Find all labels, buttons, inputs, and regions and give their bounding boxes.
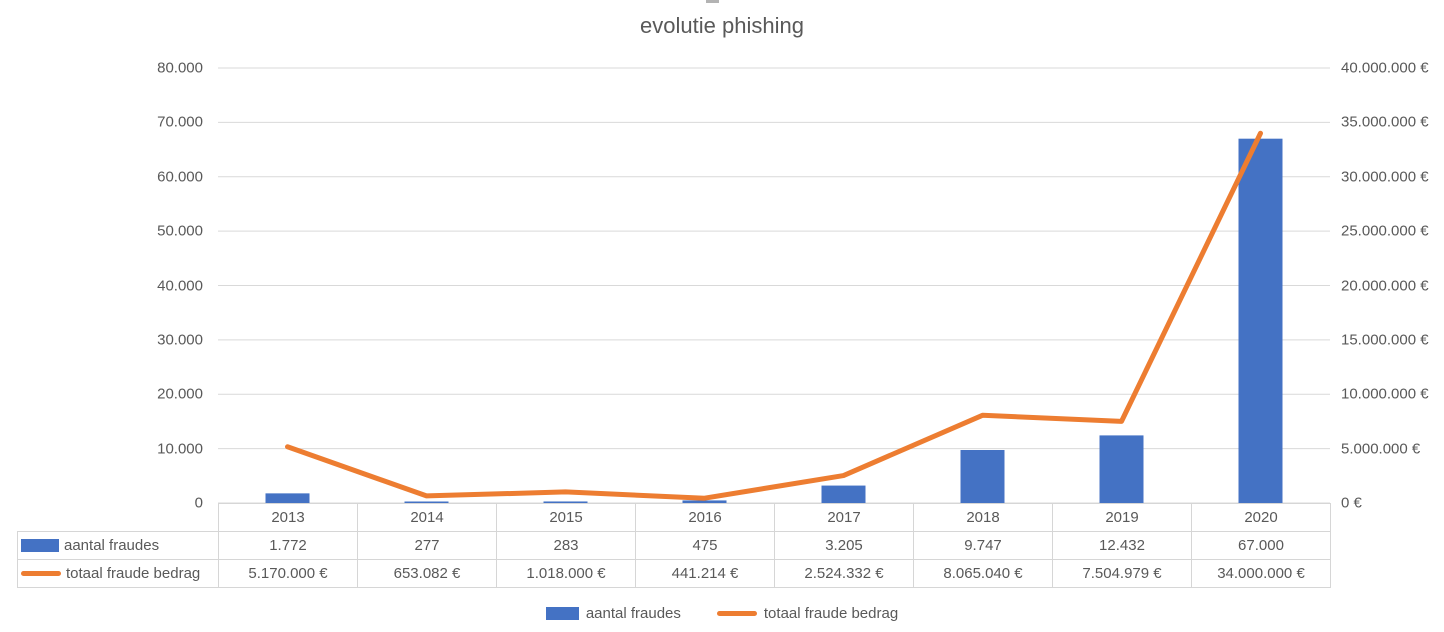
y-axis-tick-label-right: 15.000.000 € [1341, 331, 1429, 349]
table-value-cell: 1.772 [218, 531, 358, 560]
y-axis-tick-label-right: 0 € [1341, 494, 1362, 512]
series-label-cell: totaal fraude bedrag [17, 559, 219, 588]
bar-2013 [265, 493, 310, 503]
table-value-cell: 1.018.000 € [496, 559, 636, 588]
y-axis-tick-label-left: 30.000 [157, 331, 203, 349]
y-axis-tick-label-left: 0 [194, 494, 203, 512]
table-value-cell: 277 [357, 531, 497, 560]
y-axis-tick-label-right: 20.000.000 € [1341, 277, 1429, 294]
line-series-swatch-icon [716, 611, 757, 616]
table-value-cell: 67.000 [1191, 531, 1331, 560]
series-label: aantal fraudes [64, 537, 160, 554]
table-value-cell: 475 [635, 531, 775, 560]
y-axis-tick-label-left: 80.000 [157, 59, 203, 77]
legend-item-aantal-fraudes: aantal fraudes [545, 605, 681, 622]
legend-item-totaal-fraude-bedrag: totaal fraude bedrag [716, 605, 899, 622]
bar-2019 [1099, 435, 1144, 503]
table-value-cell: 3.205 [774, 531, 914, 560]
bar-2020 [1238, 138, 1283, 503]
y-axis-tick-label-right: 25.000.000 € [1341, 222, 1429, 240]
bar-2017 [821, 485, 866, 503]
y-axis-tick-label-right: 10.000.000 € [1341, 385, 1429, 403]
y-axis-tick-label-left: 40.000 [157, 277, 203, 294]
table-value-cell: 5.170.000 € [218, 559, 358, 588]
chart-title: evolutie phishing [640, 13, 804, 38]
y-axis-tick-label-right: 5.000.000 € [1341, 440, 1421, 458]
bar-series-swatch-icon [21, 539, 59, 552]
table-value-cell: 34.000.000 € [1191, 559, 1331, 588]
series-label-cell: aantal fraudes [17, 531, 219, 560]
table-value-cell: 441.214 € [635, 559, 775, 588]
table-value-cell: 653.082 € [357, 559, 497, 588]
table-row: totaal fraude bedrag 5.170.000 €653.082 €… [17, 559, 1331, 588]
data-table: 2013 2014 2015 2016 2017 2018 2019 2020 aantal f… [17, 503, 1331, 588]
y-axis-tick-label-right: 30.000.000 € [1341, 168, 1429, 186]
y-axis-tick-label-left: 60.000 [157, 168, 203, 186]
year-header-cell: 2016 [635, 503, 775, 532]
bar-2018 [960, 450, 1005, 503]
bar-series-swatch-icon [545, 607, 579, 620]
table-value-cell: 283 [496, 531, 636, 560]
chart-legend: aantal fraudes totaal fraude bedrag [0, 605, 1444, 622]
table-corner-blank-cell [17, 503, 219, 532]
y-axis-tick-label-right: 40.000.000 € [1341, 59, 1429, 77]
legend-label: aantal fraudes [585, 605, 681, 622]
line-series-swatch-icon [21, 571, 61, 576]
series-label: totaal fraude bedrag [66, 565, 201, 582]
table-header-row: 2013 2014 2015 2016 2017 2018 2019 2020 [17, 503, 1331, 532]
y-axis-tick-label-left: 10.000 [157, 440, 203, 458]
y-axis-tick-label-left: 70.000 [157, 113, 203, 131]
table-value-cell: 9.747 [913, 531, 1053, 560]
table-value-cell: 8.065.040 € [913, 559, 1053, 588]
table-row: aantal fraudes 1.772 277 283 475 3.205 9.747 12… [17, 531, 1331, 560]
table-value-cell: 7.504.979 € [1052, 559, 1192, 588]
line-totaal-fraude-bedrag [285, 130, 1263, 501]
year-header-cell: 2020 [1191, 503, 1331, 532]
table-value-cell: 12.432 [1052, 531, 1192, 560]
table-value-cell: 2.524.332 € [774, 559, 914, 588]
y-axis-tick-label-left: 20.000 [157, 385, 203, 403]
year-header-cell: 2015 [496, 503, 636, 532]
legend-label: totaal fraude bedrag [763, 605, 899, 622]
year-header-cell: 2019 [1052, 503, 1192, 532]
y-axis-tick-label-left: 50.000 [157, 222, 203, 240]
year-header-cell: 2014 [357, 503, 497, 532]
year-header-cell: 2013 [218, 503, 358, 532]
year-header-cell: 2018 [913, 503, 1053, 532]
y-axis-tick-label-right: 35.000.000 € [1341, 113, 1429, 131]
clipped-text-remnant [706, 0, 719, 3]
year-header-cell: 2017 [774, 503, 914, 532]
